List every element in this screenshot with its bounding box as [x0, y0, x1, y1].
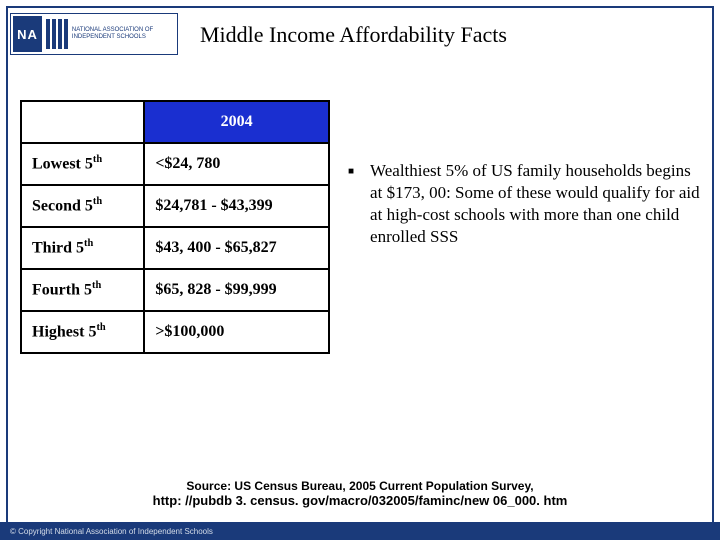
- nais-logo: NA NATIONAL ASSOCIATION OF INDEPENDENT S…: [10, 13, 178, 55]
- table-row: Second 5th $24,781 - $43,399: [21, 185, 329, 227]
- table-header-row: 2004: [21, 101, 329, 143]
- bullet-area: ■ Wealthiest 5% of US family households …: [348, 100, 700, 470]
- table-row: Lowest 5th <$24, 780: [21, 143, 329, 185]
- source-line-1: Source: US Census Bureau, 2005 Current P…: [20, 479, 700, 493]
- header: NA NATIONAL ASSOCIATION OF INDEPENDENT S…: [10, 10, 178, 58]
- income-table: 2004 Lowest 5th <$24, 780 Second 5th $24…: [20, 100, 330, 354]
- bullet-item: ■ Wealthiest 5% of US family households …: [348, 160, 700, 248]
- slide-title: Middle Income Affordability Facts: [200, 22, 700, 48]
- table-row: Third 5th $43, 400 - $65,827: [21, 227, 329, 269]
- table-row: Fourth 5th $65, 828 - $99,999: [21, 269, 329, 311]
- logo-mark: NA: [13, 16, 42, 52]
- row-label: Fourth 5th: [21, 269, 144, 311]
- logo-text: NATIONAL ASSOCIATION OF INDEPENDENT SCHO…: [72, 27, 175, 40]
- source-citation: Source: US Census Bureau, 2005 Current P…: [20, 479, 700, 508]
- row-value: $24,781 - $43,399: [144, 185, 329, 227]
- content-area: 2004 Lowest 5th <$24, 780 Second 5th $24…: [20, 100, 700, 470]
- row-label: Third 5th: [21, 227, 144, 269]
- row-value: $43, 400 - $65,827: [144, 227, 329, 269]
- income-table-wrap: 2004 Lowest 5th <$24, 780 Second 5th $24…: [20, 100, 330, 470]
- table-header-year: 2004: [144, 101, 329, 143]
- row-value: >$100,000: [144, 311, 329, 353]
- row-value: $65, 828 - $99,999: [144, 269, 329, 311]
- copyright-footer: © Copyright National Association of Inde…: [0, 522, 720, 540]
- row-label: Second 5th: [21, 185, 144, 227]
- logo-bars-icon: [46, 16, 68, 52]
- row-value: <$24, 780: [144, 143, 329, 185]
- table-header-blank: [21, 101, 144, 143]
- table-row: Highest 5th >$100,000: [21, 311, 329, 353]
- row-label: Lowest 5th: [21, 143, 144, 185]
- bullet-text: Wealthiest 5% of US family households be…: [370, 160, 700, 248]
- source-line-2: http: //pubdb 3. census. gov/macro/03200…: [20, 493, 700, 508]
- row-label: Highest 5th: [21, 311, 144, 353]
- bullet-marker-icon: ■: [348, 160, 354, 248]
